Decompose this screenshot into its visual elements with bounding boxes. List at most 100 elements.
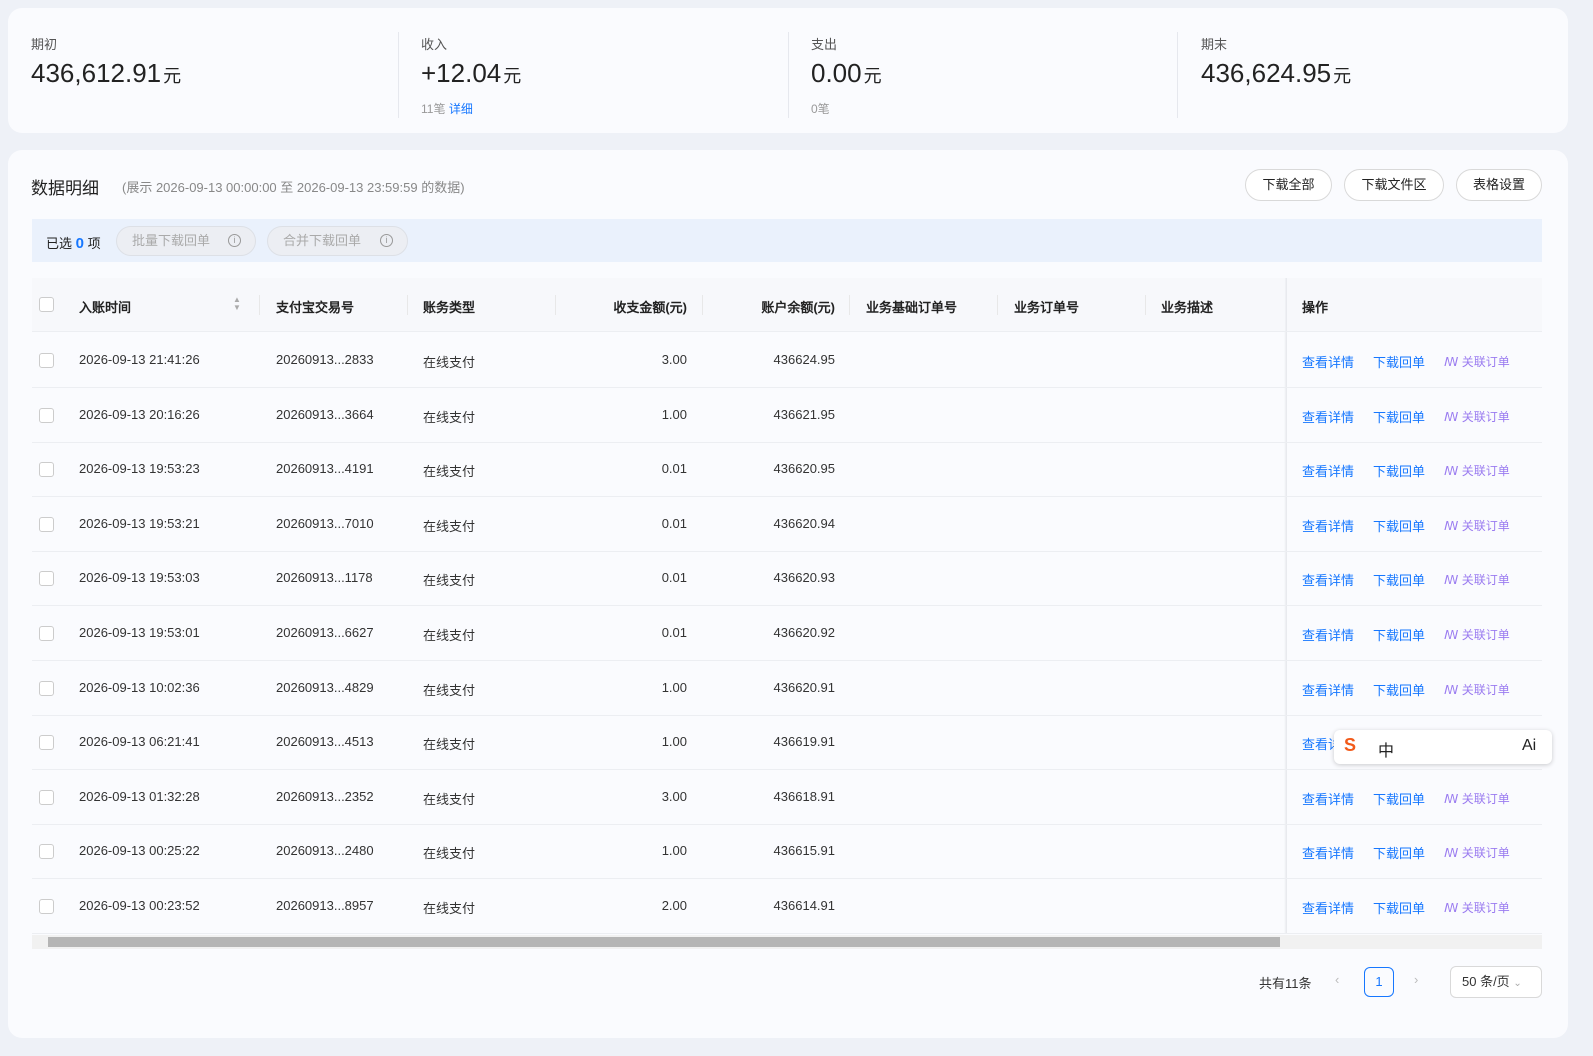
link-order-link[interactable]: ꟿ 关联订单 [1444,846,1510,860]
view-detail-link[interactable]: 查看详情 [1302,901,1355,916]
link-order-link[interactable]: ꟿ 关联订单 [1444,792,1510,806]
view-detail-link[interactable]: 查看详情 [1302,683,1355,698]
download-receipt-link[interactable]: 下载回单 [1373,846,1426,861]
row-checkbox[interactable] [39,844,54,859]
download-files-button[interactable]: 下载文件区 [1344,169,1444,201]
batch-download-text: 批量下载回单 [132,233,211,248]
download-receipt-link[interactable]: 下载回单 [1373,683,1426,698]
link-order-link[interactable]: ꟿ 关联订单 [1444,410,1510,424]
row-checkbox[interactable] [39,353,54,368]
row-divider [32,496,1542,497]
count-text: 0笔 [811,102,830,116]
row-checkbox[interactable] [39,790,54,805]
row-checkbox[interactable] [39,681,54,696]
summary-label: 支出 [811,37,838,52]
link-order-text: 关联订单 [1461,792,1510,806]
download-receipt-link[interactable]: 下载回单 [1373,573,1426,588]
selection-bar [32,219,1542,262]
row-divider [32,387,1542,388]
row-divider [32,331,1542,332]
link-order-link[interactable]: ꟿ 关联订单 [1444,628,1510,642]
entry-time: 2026-09-13 20:16:26 [79,407,200,422]
balance: 436621.95 [773,407,835,422]
trade-no: 20260913...8957 [276,898,374,913]
select-all-checkbox[interactable] [39,297,54,312]
next-page[interactable]: › [1414,972,1419,987]
page-size-select[interactable]: 50 条/页 ⌄ [1450,966,1542,998]
column-header: 操作 [1302,300,1329,315]
ime-ai[interactable]: Ai [1522,737,1537,754]
detail-link[interactable]: 详细 [448,102,473,116]
current-page[interactable]: 1 [1364,967,1394,997]
download-receipt-link[interactable]: 下载回单 [1373,792,1426,807]
section-title: 数据明细 [31,179,99,198]
view-detail-link[interactable]: 查看详情 [1302,410,1355,425]
amount: 2.00 [661,898,687,913]
download-receipt-link[interactable]: 下载回单 [1373,355,1426,370]
row-checkbox[interactable] [39,408,54,423]
column-divider [997,295,998,315]
row-checkbox[interactable] [39,571,54,586]
download-receipt-link[interactable]: 下载回单 [1373,628,1426,643]
row-divider [32,933,1542,934]
amount-unit: 元 [1333,66,1352,86]
download-receipt-link[interactable]: 下载回单 [1373,901,1426,916]
account-type: 在线支付 [423,464,476,479]
ime-toolbar: S 中 Ai [1334,730,1552,764]
link-order-link[interactable]: ꟿ 关联订单 [1444,464,1510,478]
table-settings-button[interactable]: 表格设置 [1456,169,1542,201]
column-header: 账户余额(元) [761,300,835,315]
view-detail-link[interactable]: 查看详情 [1302,519,1355,534]
link-order-link[interactable]: ꟿ 关联订单 [1444,573,1510,587]
link-order-link[interactable]: ꟿ 关联订单 [1444,355,1510,369]
column-header: 账务类型 [423,300,476,315]
row-checkbox[interactable] [39,899,54,914]
prev-page[interactable]: ‹ [1335,972,1340,987]
balance: 436620.94 [773,516,835,531]
amount: 1.00 [661,734,687,749]
download-receipt-link[interactable]: 下载回单 [1373,410,1426,425]
row-checkbox[interactable] [39,626,54,641]
row-checkbox[interactable] [39,462,54,477]
link-order-link[interactable]: ꟿ 关联订单 [1444,519,1510,533]
trade-no: 20260913...2352 [276,789,374,804]
download-receipt-link[interactable]: 下载回单 [1373,464,1426,479]
view-detail-link[interactable]: 查看详情 [1302,573,1355,588]
scrollbar-thumb[interactable] [48,937,1280,947]
column-header: 收支金额(元) [613,300,687,315]
balance: 436615.91 [773,843,835,858]
view-detail-link[interactable]: 查看详情 [1302,464,1355,479]
merge-download-button[interactable]: 合并下载回单 i [267,226,408,256]
link-order-link[interactable]: ꟿ 关联订单 [1444,683,1510,697]
selection-prefix: 已选 [46,236,73,251]
view-detail-link[interactable]: 查看详情 [1302,792,1355,807]
download-all-button[interactable]: 下载全部 [1245,169,1332,201]
view-detail-link[interactable]: 查看详情 [1302,846,1355,861]
link-order-link[interactable]: ꟿ 关联订单 [1444,901,1510,915]
row-checkbox[interactable] [39,735,54,750]
sort-icon[interactable]: ▲ ▼ [233,295,241,312]
amount-unit: 元 [863,66,882,86]
column-divider [407,295,408,315]
selection-info: 已选 0 项 [46,233,101,252]
summary-count: 0笔 [811,100,830,117]
column-header: 入账时间 [79,300,132,315]
row-checkbox[interactable] [39,517,54,532]
row-divider [32,605,1542,606]
merge-download-text: 合并下载回单 [283,233,362,248]
column-divider [259,295,260,315]
row-divider [32,551,1542,552]
trade-no: 20260913...2833 [276,352,374,367]
view-detail-link[interactable]: 查看详情 [1302,355,1355,370]
column-header: 业务订单号 [1014,300,1080,315]
view-detail-link[interactable]: 查看详情 [1302,628,1355,643]
summary-label: 期初 [31,37,58,52]
batch-download-button[interactable]: 批量下载回单 i [116,226,256,256]
trade-no: 20260913...6627 [276,625,374,640]
ime-language[interactable]: 中 [1378,743,1395,760]
balance: 436620.92 [773,625,835,640]
selection-count: 0 [75,235,84,252]
download-receipt-link[interactable]: 下载回单 [1373,519,1426,534]
row-divider [32,769,1542,770]
link-order-text: 关联订单 [1461,519,1510,533]
